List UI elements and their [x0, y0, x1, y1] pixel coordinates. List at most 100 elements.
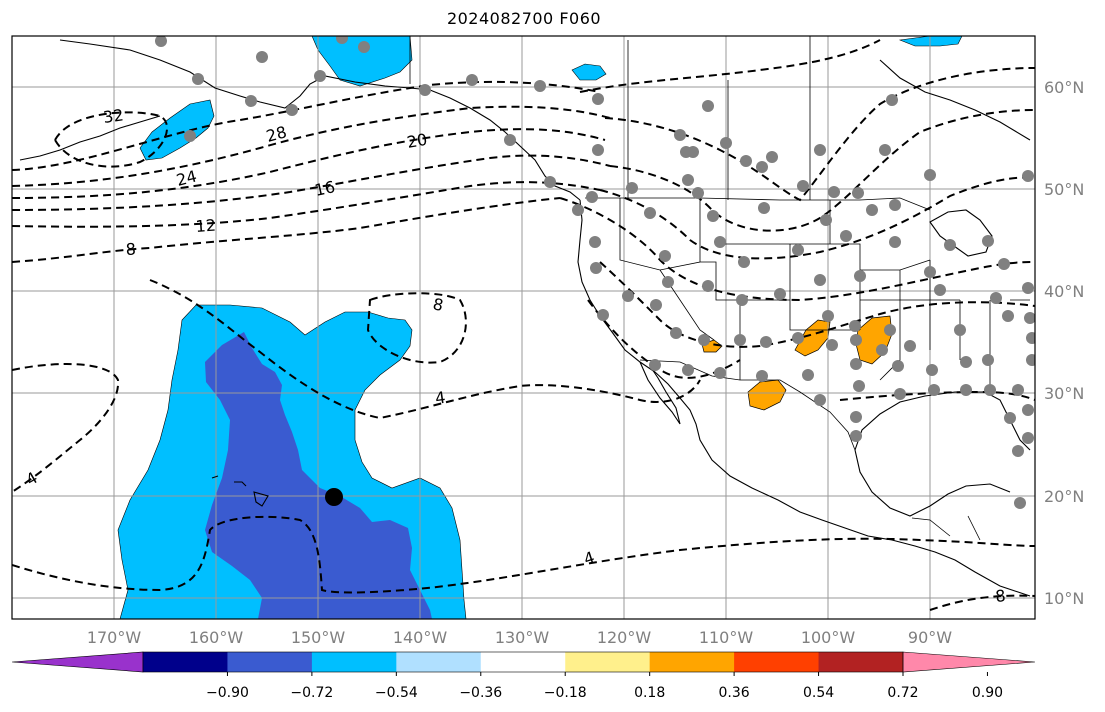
station-marker	[802, 369, 814, 381]
longitude-labels: 170°W 160°W 150°W 140°W 130°W 120°W 110°W 100°W…	[87, 628, 952, 647]
lat-label: 10°N	[1044, 589, 1084, 608]
contour-interior-3	[609, 109, 1035, 232]
station-marker	[674, 129, 686, 141]
station-marker	[1014, 497, 1026, 509]
colorbar-tick-label: −0.72	[290, 685, 333, 701]
hawaii-islands	[211, 475, 269, 507]
station-marker	[866, 204, 878, 216]
station-marker	[990, 292, 1002, 304]
station-marker	[889, 236, 901, 248]
colorbar-box	[565, 652, 651, 672]
station-marker	[702, 280, 714, 292]
station-marker	[852, 187, 864, 199]
colorbar-tick-label: 0.54	[803, 685, 834, 701]
colorbar-tick-label: 0.36	[719, 685, 750, 701]
station-marker	[850, 411, 862, 423]
station-marker	[814, 144, 826, 156]
station-marker	[1012, 445, 1024, 457]
station-marker	[998, 258, 1010, 270]
border-central-america	[911, 515, 981, 541]
station-marker	[792, 332, 804, 344]
contour-interior-1	[579, 39, 881, 93]
station-marker	[960, 356, 972, 368]
contour-12	[12, 181, 601, 228]
station-marker	[840, 230, 852, 242]
station-marker	[644, 207, 656, 219]
colorbar-tick-label: −0.54	[375, 685, 418, 701]
colorbar-box	[143, 652, 228, 672]
colorbar-box	[649, 652, 735, 672]
shading-light-blue-yukon	[571, 63, 607, 81]
station-marker	[820, 214, 832, 226]
station-marker	[1022, 432, 1034, 444]
lat-label: 20°N	[1044, 487, 1084, 506]
station-marker	[853, 380, 865, 392]
colorbar-tick-label: 0.90	[972, 685, 1003, 701]
station-marker	[662, 276, 674, 288]
coast-baja	[639, 361, 681, 425]
contour-interior-4	[599, 176, 1035, 260]
station-marker	[894, 388, 906, 400]
shading-dark-blue-pacific	[205, 332, 432, 619]
contour-8b	[366, 292, 467, 364]
contour-28	[12, 80, 601, 171]
colorbar-extend-low	[11, 651, 144, 673]
station-marker	[714, 236, 726, 248]
coast-hudson	[879, 59, 1031, 141]
lon-label: 100°W	[801, 628, 856, 647]
station-marker	[850, 334, 862, 346]
station-marker	[944, 239, 956, 251]
station-marker	[1022, 170, 1034, 182]
contour-20	[12, 128, 606, 199]
station-marker	[814, 274, 826, 286]
latitude-labels: 60°N 50°N 40°N 30°N 20°N 10°N	[1044, 78, 1084, 608]
station-marker	[826, 339, 838, 351]
station-marker	[702, 100, 714, 112]
station-marker	[245, 95, 257, 107]
contour-label: 24	[174, 167, 198, 190]
station-marker	[184, 130, 196, 142]
colorbar-tick-label: 0.18	[634, 685, 665, 701]
contour-label: 28	[264, 122, 289, 146]
border-us-canada	[585, 197, 931, 211]
station-marker	[659, 250, 671, 262]
station-marker	[466, 74, 478, 86]
lon-label: 130°W	[495, 628, 550, 647]
station-marker	[904, 340, 916, 352]
station-marker	[419, 84, 431, 96]
contour-8a	[12, 197, 561, 263]
colorbar-tick-label: −0.36	[459, 685, 502, 701]
lon-label: 150°W	[291, 628, 346, 647]
map-border	[11, 35, 1036, 620]
station-marker	[534, 80, 546, 92]
station-marker	[756, 161, 768, 173]
contour-16	[12, 154, 611, 211]
station-marker	[336, 36, 348, 44]
station-marker	[740, 155, 752, 167]
lon-label: 170°W	[87, 628, 142, 647]
station-marker	[622, 290, 634, 302]
station-marker	[358, 41, 370, 53]
colorbar-box	[311, 652, 397, 672]
station-marker	[934, 284, 946, 296]
contour-label: 32	[102, 105, 125, 127]
contour-24	[12, 105, 611, 187]
map-title: 2024082700 F060	[446, 9, 602, 28]
contour-label: 8	[994, 586, 1006, 606]
station-marker	[758, 202, 770, 214]
colorbar-labels: −0.90 −0.72 −0.54 −0.36 −0.18 0.18 0.36 0.54 0.7…	[206, 672, 1003, 701]
station-marker	[698, 334, 710, 346]
contour-label: 16	[313, 177, 337, 200]
station-marker	[714, 367, 726, 379]
colorbar-tick-label: −0.90	[206, 685, 249, 701]
colorbar-box	[480, 652, 566, 672]
station-marker	[736, 294, 748, 306]
lat-label: 50°N	[1044, 180, 1084, 199]
station-marker	[760, 336, 772, 348]
station-marker	[892, 360, 904, 372]
station-marker	[850, 358, 862, 370]
colorbar-tick-label: 0.72	[887, 685, 918, 701]
station-marker	[886, 94, 898, 106]
station-marker	[682, 364, 694, 376]
